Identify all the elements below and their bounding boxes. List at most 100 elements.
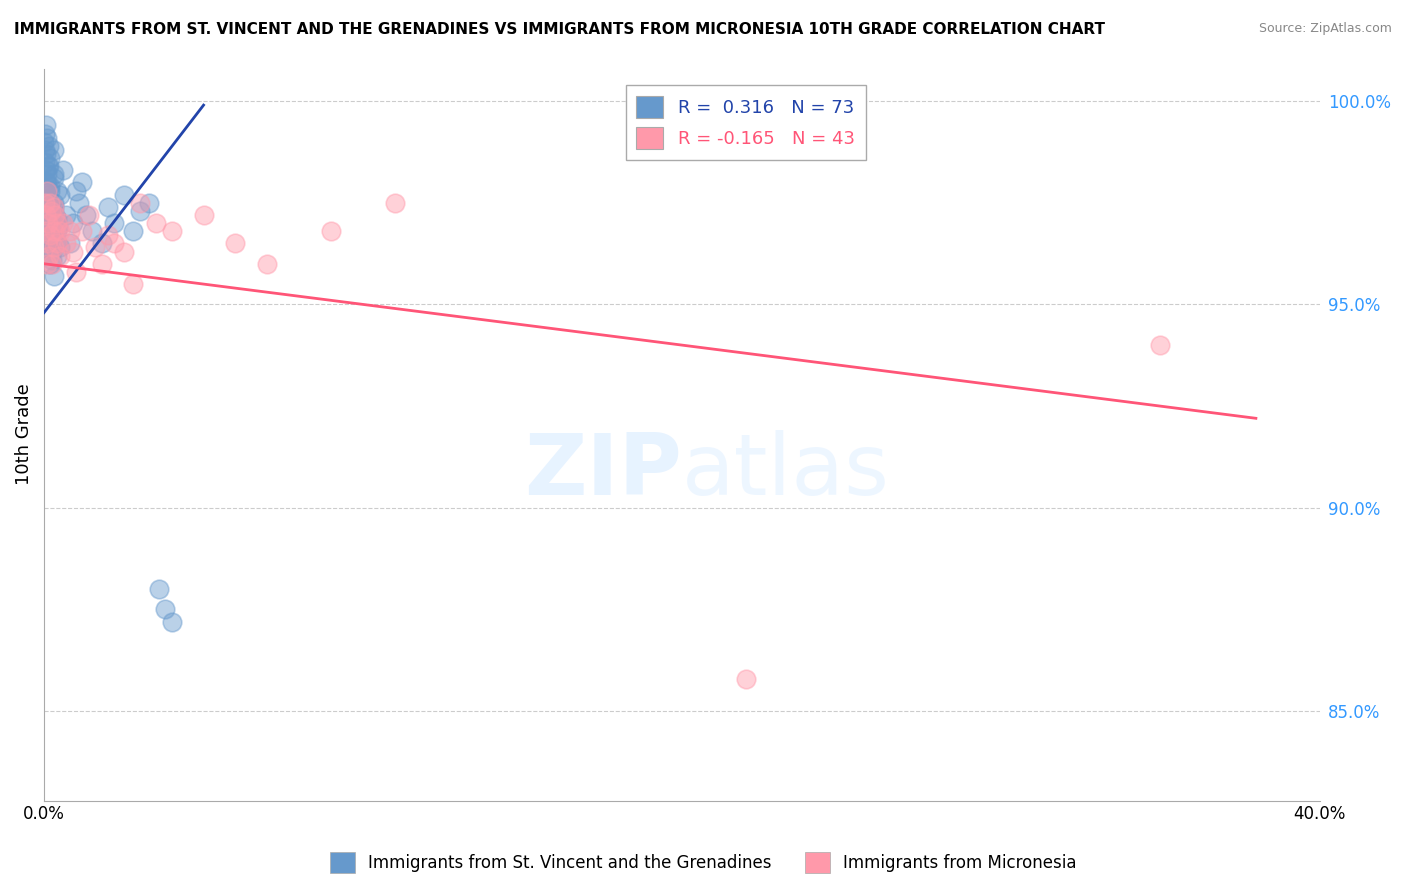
Point [67,195,90,210]
Point [42,224,65,238]
Point [39,208,62,222]
Point [62,244,84,259]
Point [35,130,58,145]
Point [42,143,65,157]
Point [49,224,72,238]
Point [41,257,63,271]
Point [42,268,65,283]
Point [155,602,177,616]
Point [145,216,167,230]
Point [38,203,60,218]
Text: Source: ZipAtlas.com: Source: ZipAtlas.com [1258,22,1392,36]
Point [148,582,170,596]
Point [224,236,246,251]
Point [49,249,72,263]
Point [72,175,94,189]
Point [55,236,77,251]
Point [35,224,58,238]
Point [35,175,58,189]
Point [34,195,56,210]
Point [39,179,62,194]
Point [35,147,58,161]
Point [193,208,215,222]
Point [37,167,59,181]
Point [49,240,72,254]
Point [45,216,67,230]
Point [35,236,58,251]
Point [59,236,82,251]
Point [734,672,756,686]
Point [256,257,278,271]
Text: atlas: atlas [682,430,890,513]
Y-axis label: 10th Grade: 10th Grade [15,384,32,485]
Point [319,224,342,238]
Point [160,224,183,238]
Point [1149,338,1171,352]
Point [39,232,62,246]
Point [42,171,65,186]
Point [42,167,65,181]
Point [42,200,65,214]
Point [45,249,67,263]
Point [45,236,67,251]
Point [128,195,150,210]
Point [39,184,62,198]
Point [97,228,120,243]
Point [38,249,60,263]
Point [42,240,65,254]
Point [39,228,62,243]
Point [34,135,56,149]
Point [35,236,58,251]
Point [59,224,82,238]
Point [34,143,56,157]
Point [65,184,87,198]
Point [41,252,63,267]
Point [138,195,160,210]
Point [77,208,100,222]
Point [37,257,59,271]
Point [37,195,59,210]
Point [52,216,75,230]
Point [34,155,56,169]
Point [52,163,75,178]
Point [103,236,125,251]
Point [35,208,58,222]
Point [55,208,77,222]
Point [35,163,58,178]
Point [38,159,60,173]
Point [97,200,120,214]
Point [38,228,60,243]
Legend: R =  0.316   N = 73, R = -0.165   N = 43: R = 0.316 N = 73, R = -0.165 N = 43 [626,85,866,160]
Point [39,257,62,271]
Point [112,244,135,259]
Point [42,195,65,210]
Point [35,203,58,218]
Point [34,224,56,238]
Point [38,138,60,153]
Point [122,224,145,238]
Point [34,127,56,141]
Point [38,216,60,230]
Point [90,257,112,271]
Point [37,192,59,206]
Point [45,212,67,227]
Legend: Immigrants from St. Vincent and the Grenadines, Immigrants from Micronesia: Immigrants from St. Vincent and the Gren… [323,846,1083,880]
Point [42,224,65,238]
Point [41,244,63,259]
Point [103,216,125,230]
Point [44,208,66,222]
Text: IMMIGRANTS FROM ST. VINCENT AND THE GRENADINES VS IMMIGRANTS FROM MICRONESIA 10T: IMMIGRANTS FROM ST. VINCENT AND THE GREN… [14,22,1105,37]
Point [39,203,62,218]
Point [35,187,58,202]
Point [41,212,63,227]
Point [84,240,107,254]
Point [45,184,67,198]
Point [34,212,56,227]
Point [48,220,70,235]
Point [35,119,58,133]
Point [75,208,97,222]
Point [128,203,150,218]
Point [80,224,103,238]
Point [65,265,87,279]
Point [39,151,62,165]
